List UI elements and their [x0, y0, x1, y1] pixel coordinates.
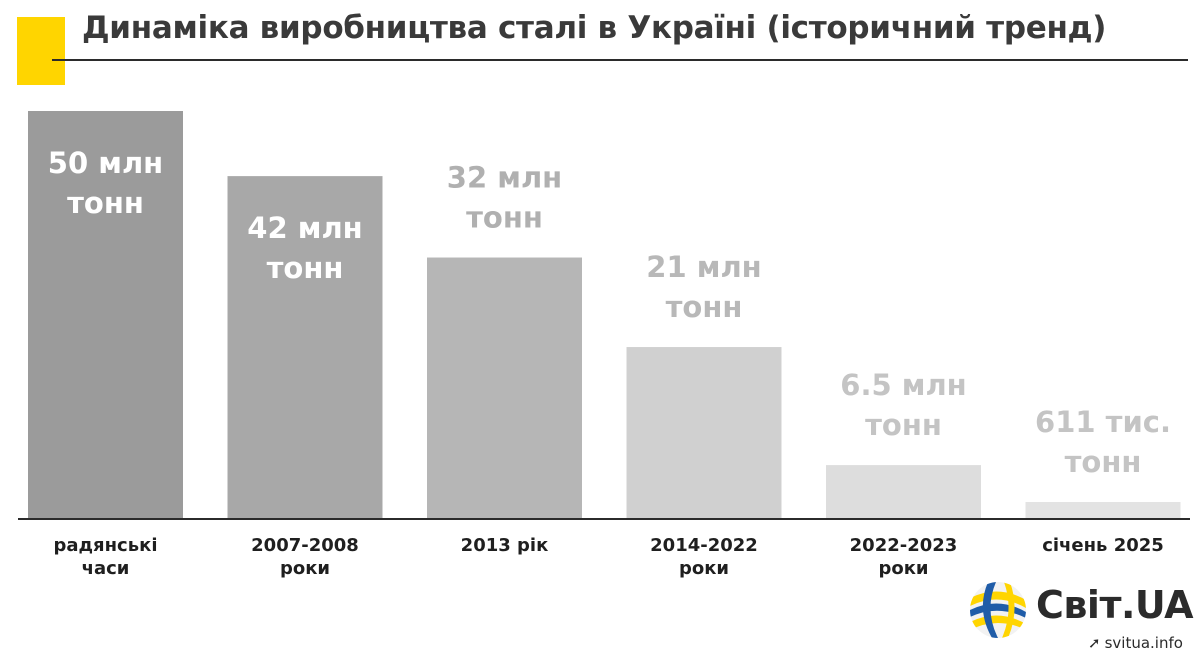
- data-label: тонн: [267, 251, 344, 285]
- data-label: 611 тис.: [1035, 405, 1171, 439]
- bar: [427, 257, 582, 518]
- data-label: тонн: [865, 408, 942, 442]
- category-label: 2013 рік: [461, 535, 549, 556]
- data-label: тонн: [666, 290, 743, 324]
- yellow-blue-globe-icon: [970, 582, 1026, 638]
- category-label: роки: [280, 558, 330, 579]
- chart-title: Динаміка виробництва сталі в Україні (іс…: [82, 10, 1107, 46]
- bar: [1025, 502, 1181, 518]
- category-label: 2022-2023: [850, 535, 958, 556]
- category-label: 2014-2022: [650, 535, 758, 556]
- data-label: 42 млн: [247, 211, 362, 245]
- category-label: часи: [82, 558, 130, 579]
- category-label: січень 2025: [1042, 535, 1164, 556]
- data-label: 21 млн: [646, 250, 761, 284]
- category-label: 2007-2008: [251, 535, 359, 556]
- brand-name: Світ.UA: [1036, 583, 1194, 627]
- data-label: тонн: [67, 186, 144, 220]
- accent-yellow-block: [17, 17, 65, 85]
- bar: [227, 176, 383, 518]
- arrow-icon: ➚: [1088, 634, 1101, 652]
- title-divider: [52, 59, 1188, 61]
- bar: [28, 111, 183, 518]
- category-label: роки: [878, 558, 928, 579]
- data-label: 6.5 млн: [840, 368, 966, 402]
- data-label: тонн: [1065, 445, 1142, 479]
- data-label: 50 млн: [48, 146, 163, 180]
- data-label: тонн: [466, 201, 543, 235]
- site-url: svitua.info: [1104, 634, 1183, 652]
- data-label: 32 млн: [447, 161, 562, 195]
- bar: [826, 465, 981, 518]
- site-link[interactable]: ➚ svitua.info: [1088, 634, 1183, 652]
- category-label: роки: [679, 558, 729, 579]
- bar: [626, 347, 782, 518]
- category-label: радянські: [53, 535, 157, 556]
